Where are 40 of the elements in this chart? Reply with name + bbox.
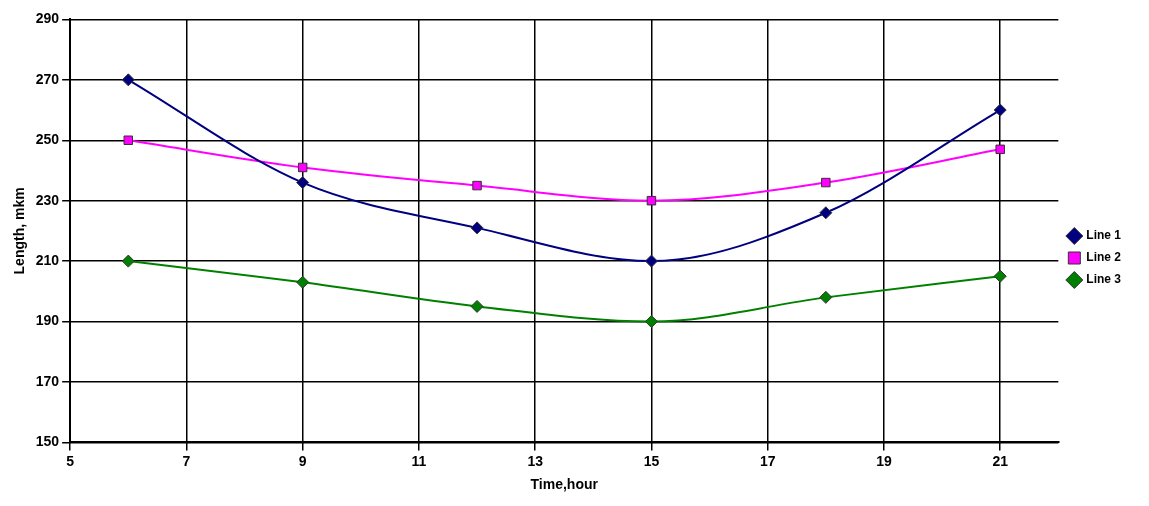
x-tick-label: 15 [643,452,660,469]
x-tick-label: 17 [759,452,776,469]
point [121,254,135,268]
point [296,275,310,289]
y-tick-label: 250 [35,131,60,148]
x-tick-label: 7 [182,452,191,469]
y-axis-title: Length, mkm [11,187,28,275]
x-tick-label: 5 [66,452,75,469]
point [470,221,484,235]
point [995,144,1005,155]
point [819,206,833,220]
point [646,195,657,206]
point [472,180,482,191]
point [644,315,658,329]
x-tick-label: 11 [411,452,427,469]
x-axis-title: Time,hour [530,476,599,493]
point [821,177,831,188]
y-tick-label: 210 [35,251,60,268]
y-tick-label: 150 [35,433,60,450]
point [296,176,310,190]
point [123,135,134,145]
x-tick-label: 21 [992,452,1009,469]
point [297,162,308,173]
point [819,290,833,304]
point [121,73,135,87]
legend-label: Line 2 [1086,250,1122,265]
point [993,269,1007,283]
y-tick-label: 190 [35,312,60,329]
point [644,254,658,268]
x-tick-label: 13 [527,452,544,469]
point [993,103,1007,117]
x-tick-label: 19 [876,452,892,469]
x-tick-label: 9 [298,452,307,469]
legend-label: Line 1 [1086,228,1122,243]
y-tick-label: 170 [35,372,60,389]
y-tick-label: 230 [35,191,60,208]
y-tick-label: 270 [35,70,60,87]
point [470,299,484,313]
y-tick-label: 290 [35,10,60,27]
legend-label: Line 3 [1086,272,1122,287]
